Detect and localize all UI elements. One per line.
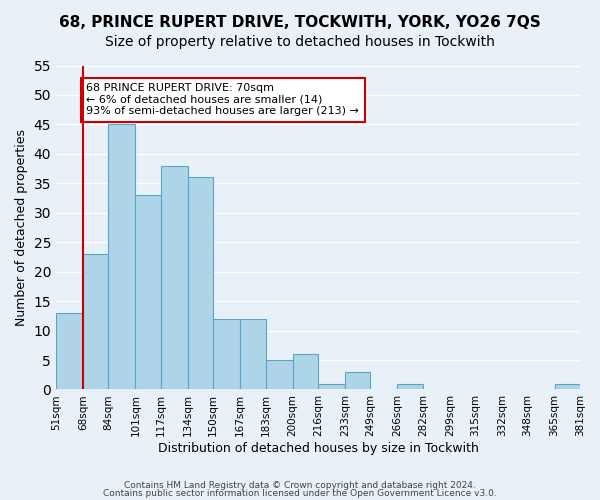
X-axis label: Distribution of detached houses by size in Tockwith: Distribution of detached houses by size … bbox=[158, 442, 478, 455]
Y-axis label: Number of detached properties: Number of detached properties bbox=[15, 129, 28, 326]
Text: 68 PRINCE RUPERT DRIVE: 70sqm
← 6% of detached houses are smaller (14)
93% of se: 68 PRINCE RUPERT DRIVE: 70sqm ← 6% of de… bbox=[86, 83, 359, 116]
Bar bbox=[109, 124, 136, 390]
Text: Size of property relative to detached houses in Tockwith: Size of property relative to detached ho… bbox=[105, 35, 495, 49]
Bar bbox=[213, 319, 240, 390]
Bar bbox=[240, 319, 266, 390]
Bar bbox=[318, 384, 345, 390]
Text: Contains HM Land Registry data © Crown copyright and database right 2024.: Contains HM Land Registry data © Crown c… bbox=[124, 481, 476, 490]
Bar bbox=[293, 354, 318, 390]
Bar bbox=[188, 178, 213, 390]
Text: 68, PRINCE RUPERT DRIVE, TOCKWITH, YORK, YO26 7QS: 68, PRINCE RUPERT DRIVE, TOCKWITH, YORK,… bbox=[59, 15, 541, 30]
Bar bbox=[136, 195, 161, 390]
Bar bbox=[554, 384, 580, 390]
Bar bbox=[83, 254, 109, 390]
Bar bbox=[345, 372, 370, 390]
Bar bbox=[161, 166, 188, 390]
Bar bbox=[56, 313, 83, 390]
Bar bbox=[397, 384, 423, 390]
Bar bbox=[266, 360, 293, 390]
Text: Contains public sector information licensed under the Open Government Licence v3: Contains public sector information licen… bbox=[103, 488, 497, 498]
